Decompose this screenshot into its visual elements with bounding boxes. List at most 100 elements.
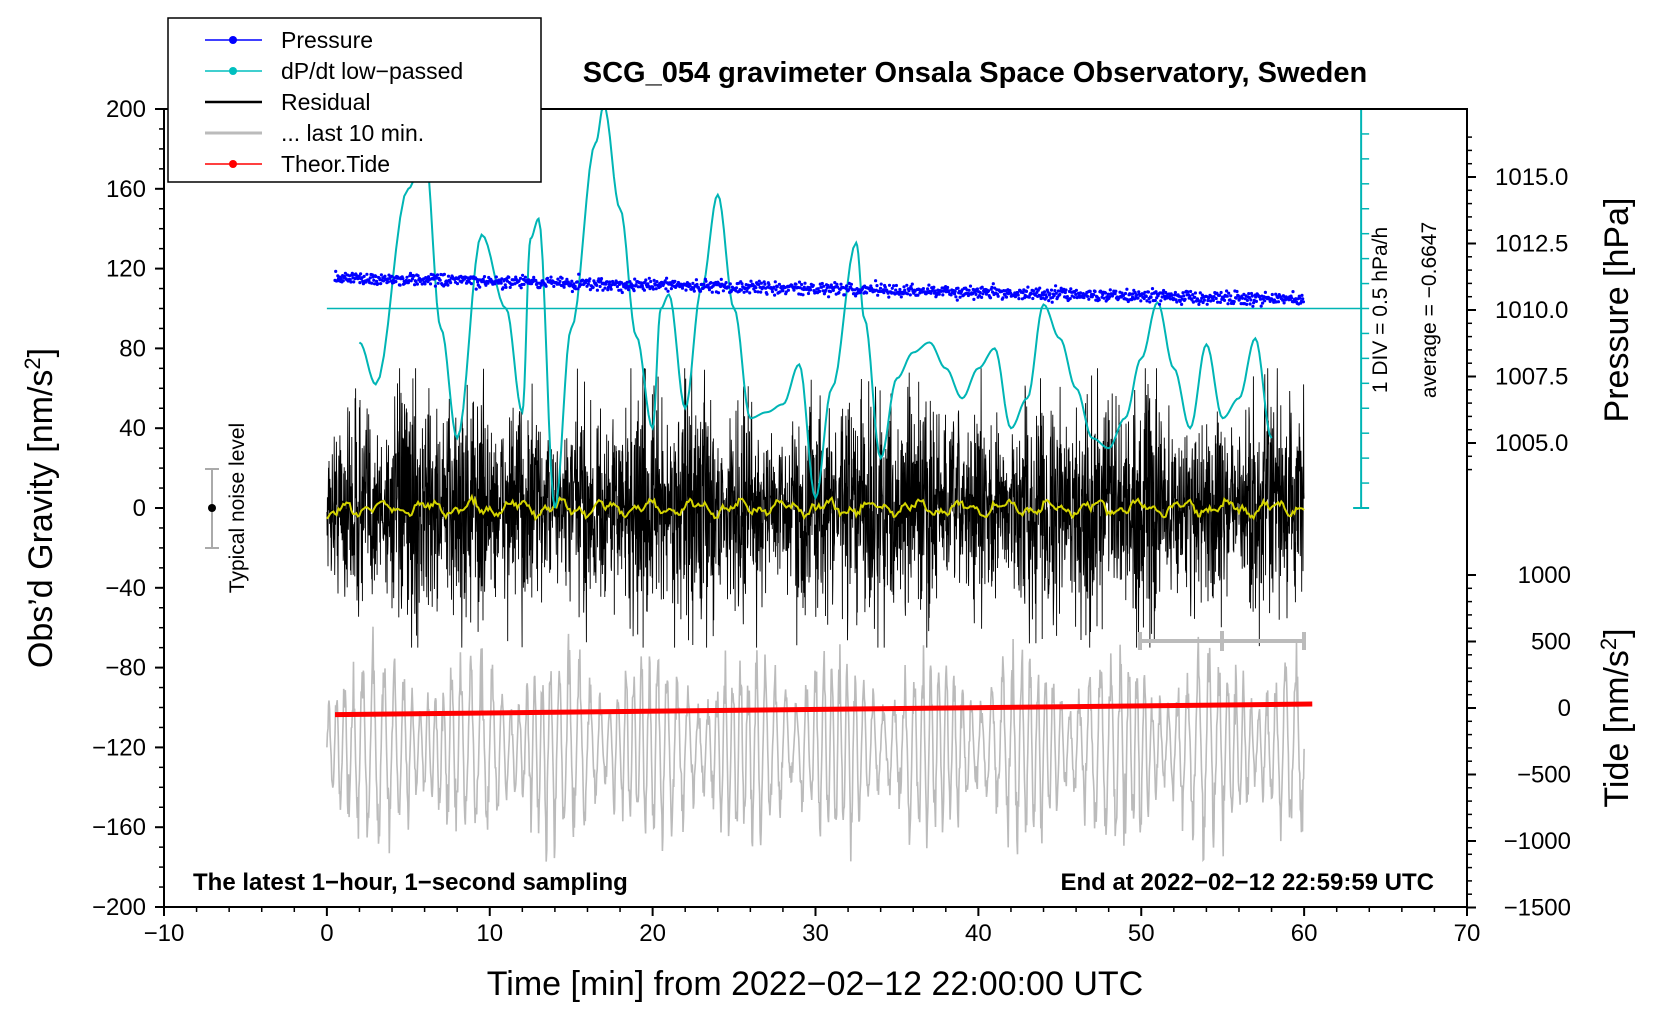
pressure-point [1225,294,1229,298]
pressure-point [1113,292,1117,296]
pressure-point [575,280,579,284]
pressure-point [759,281,764,285]
pressure-point [1130,298,1134,302]
pressure-point [1008,289,1012,293]
pressure-point [446,274,451,278]
pressure-point [493,282,497,286]
pressure-point [1139,299,1143,303]
pressure-point [680,286,685,290]
pressure-point [953,292,957,296]
pressure-point [474,287,478,291]
pressure-point [1161,291,1165,295]
pressure-point [981,292,985,296]
pressure-point [586,282,591,286]
pressure-point [446,283,450,287]
pressure-point [358,281,362,285]
pressure-point [716,291,721,295]
pressure-point [607,282,611,287]
pressure-point [1142,296,1146,301]
pressure-point [727,285,731,289]
pressure-point [620,290,624,295]
pressure-point [1092,293,1096,297]
pressure-point [390,274,394,278]
pressure-point [609,287,613,291]
pressure-point [975,287,980,291]
pressure-point [876,293,880,297]
pressure-point [1216,300,1220,304]
pressure-point [386,280,390,284]
noise-level-bar [205,468,219,549]
pressure-point [394,280,398,284]
pressure-point [647,276,651,280]
pressure-point [1068,297,1072,301]
pressure-point [504,285,508,289]
pressure-point [1276,296,1280,300]
pressure-point [663,279,667,283]
pressure-point [1149,295,1153,299]
pressure-point [742,290,746,294]
legend-label: Residual [281,89,371,115]
pressure-point [806,291,811,296]
pressure-point [698,289,703,293]
pressure-point [1179,295,1183,299]
pressure-point [552,284,556,288]
average-label: average = −0.6647 [1418,222,1441,398]
pressure-point [652,278,656,282]
pressure-point [706,283,710,287]
pressure-point [1052,293,1056,298]
pressure-point [1015,291,1020,295]
pressure-point [544,284,548,288]
pressure-point [754,286,758,290]
pressure-point [1219,290,1223,295]
pressure-point [482,275,487,279]
pressure-point [1186,290,1190,294]
pressure-point [359,272,363,276]
pressure-point [1074,288,1078,292]
pressure-point [443,282,447,287]
pressure-point [343,274,347,279]
pressure-point [765,292,769,296]
pressure-point [1088,289,1092,293]
pressure-point [773,280,777,284]
pressure-point [368,276,372,280]
pressure-point [926,287,930,291]
pressure-point [767,283,771,287]
pressure-point [1254,299,1258,303]
pressure-point [941,293,945,297]
last-10-min-bracket [1138,631,1306,651]
pressure-point [990,285,994,289]
pressure-point [375,279,379,283]
pressure-point [749,279,753,283]
pressure-point [757,282,761,287]
residual-lowpass-series [326,493,1305,522]
y-tick-label: 120 [106,256,146,283]
pressure-point [1170,293,1174,297]
pressure-point [664,287,668,291]
pressure-point [642,288,647,292]
pressure-point [1209,299,1213,303]
pressure-point [694,278,699,282]
pressure-point [625,280,629,284]
pressure-point [646,282,650,286]
pressure-point [1193,295,1197,299]
pressure-tick-label: 1012.5 [1495,231,1568,258]
pressure-point [797,280,802,284]
pressure-point [595,288,600,292]
pressure-point [1234,296,1238,300]
pressure-point [445,280,449,285]
pressure-point [956,286,960,290]
pressure-point [1047,299,1051,303]
pressure-point [1298,296,1302,300]
pressure-point [1108,295,1112,299]
pressure-point [401,277,405,281]
dpdt-line [358,108,1273,509]
pressure-point [1108,288,1112,292]
pressure-point [991,282,995,286]
pressure-point [579,283,583,287]
pressure-point [1123,291,1128,296]
pressure-point [1049,288,1054,292]
pressure-point [433,284,437,288]
pressure-point [1263,299,1267,303]
pressure-point [1153,298,1157,303]
pressure-point [1126,299,1130,304]
